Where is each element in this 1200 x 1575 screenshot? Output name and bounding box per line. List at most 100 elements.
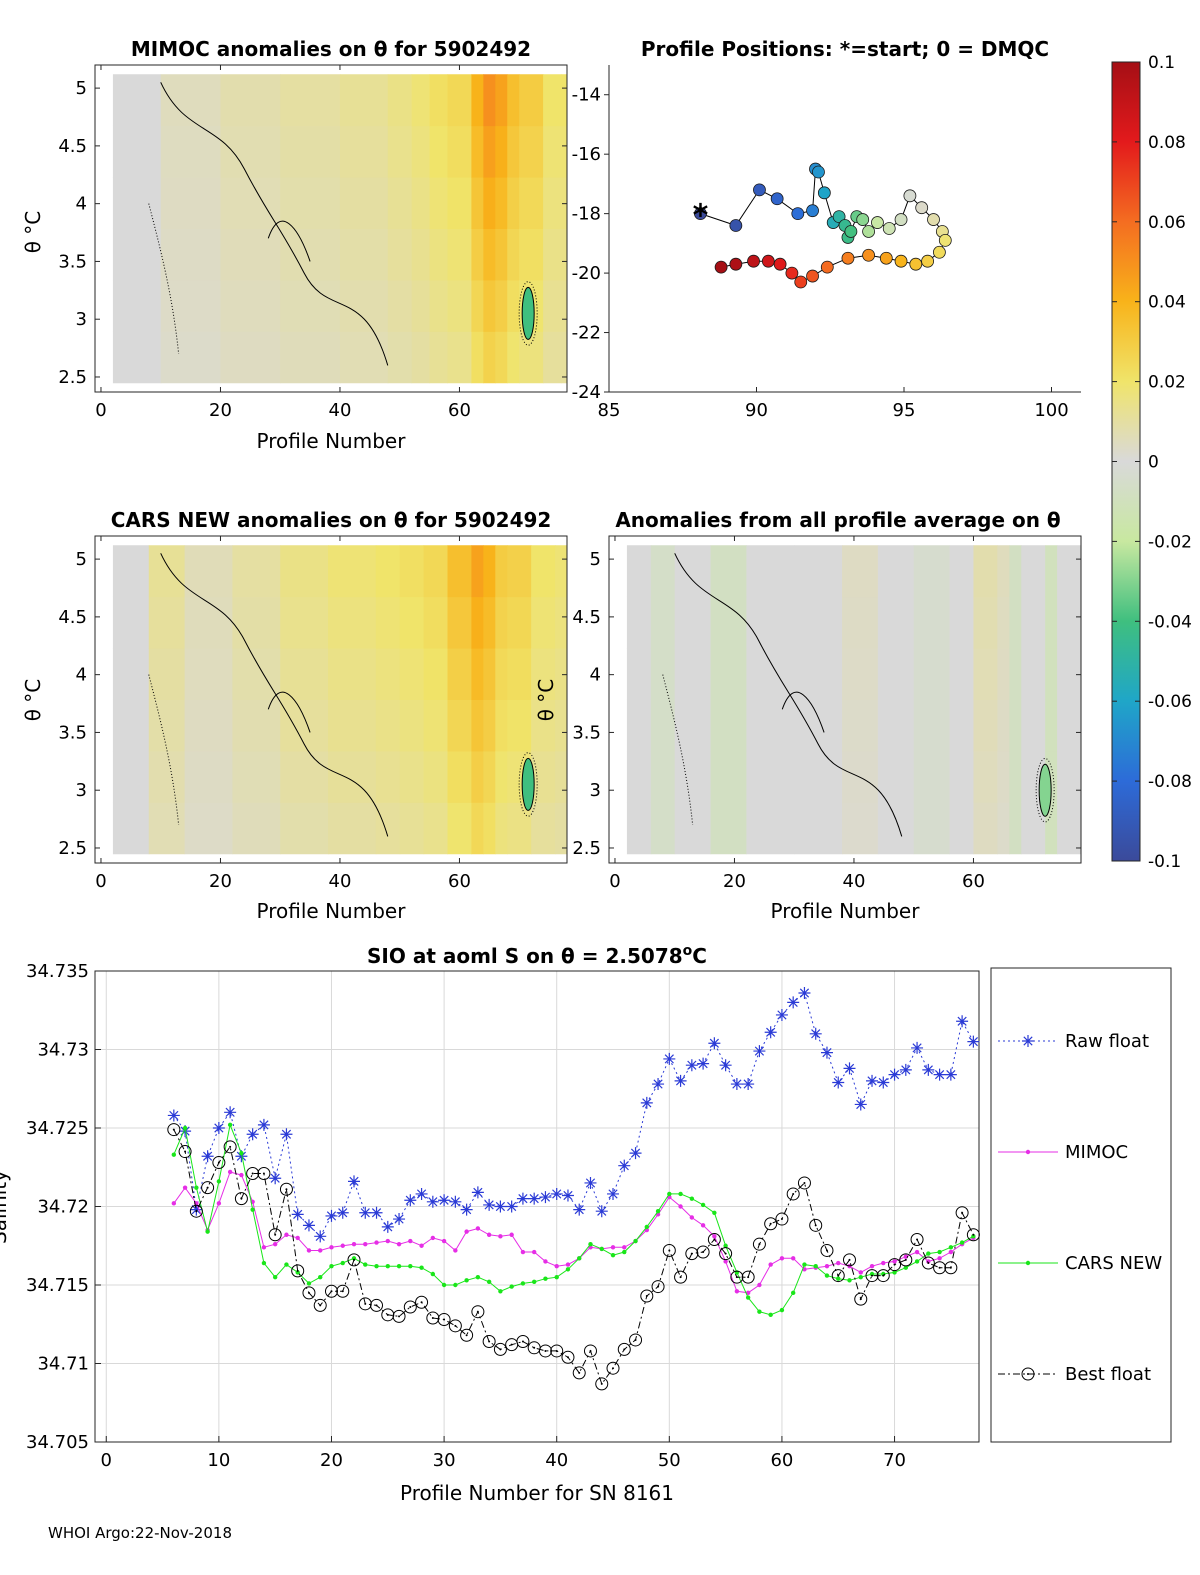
raw-float-point xyxy=(314,1230,327,1243)
cars-new-point xyxy=(441,1282,447,1288)
best-float-point xyxy=(234,1192,248,1206)
profile-position-marker xyxy=(856,213,870,226)
anomaly-cell xyxy=(1021,545,1046,598)
negative-anomaly-spot xyxy=(1038,763,1052,817)
raw-float-point xyxy=(212,1122,225,1134)
raw-float-point xyxy=(685,1059,698,1072)
mimoc-point xyxy=(543,1259,548,1264)
y-tick-label: -14 xyxy=(572,85,601,106)
raw-float-point xyxy=(708,1037,721,1050)
colorbar-tick-label: -0.08 xyxy=(1148,772,1192,792)
colorbar-tick-label: 0.06 xyxy=(1148,213,1186,233)
y-tick-label: 4.5 xyxy=(58,607,87,628)
anomaly-cell xyxy=(531,802,556,855)
anomaly-cell xyxy=(220,279,281,332)
raw-float-point xyxy=(595,1205,608,1218)
raw-float-point xyxy=(843,1062,856,1075)
anomaly-cell xyxy=(471,177,484,229)
best-float-point-center xyxy=(668,1249,671,1252)
anomaly-cell xyxy=(949,802,974,855)
mimoc-point xyxy=(464,1229,469,1234)
anomaly-cell xyxy=(555,545,568,598)
best-float-point xyxy=(831,1269,845,1283)
anomaly-cell xyxy=(447,802,472,855)
mimoc-point xyxy=(385,1238,390,1244)
y-tick-label: 34.71 xyxy=(37,1354,89,1375)
best-float-point-center xyxy=(398,1315,401,1318)
best-float-point xyxy=(415,1295,429,1309)
anomaly-cell xyxy=(447,699,472,752)
anomaly-cell xyxy=(328,648,377,700)
anomaly-cell xyxy=(507,125,520,178)
mimoc-point xyxy=(678,1204,683,1209)
cars-new-point xyxy=(678,1191,683,1197)
mimoc-point xyxy=(768,1262,773,1267)
best-float-point-center xyxy=(285,1188,288,1191)
anomaly-cell xyxy=(399,648,425,700)
anomaly-cell xyxy=(949,545,974,598)
x-tick-label: 70 xyxy=(883,1450,906,1471)
profile-position-marker xyxy=(903,189,917,203)
best-float-point xyxy=(854,1292,868,1306)
raw-float-point xyxy=(483,1198,496,1211)
mimoc-point xyxy=(734,1289,740,1294)
raw-float-point xyxy=(584,1176,597,1189)
best-float-point-center xyxy=(206,1186,209,1189)
best-float-point xyxy=(674,1270,688,1284)
raw-float-point xyxy=(325,1209,338,1222)
mimoc-point xyxy=(498,1234,503,1239)
best-float-point xyxy=(775,1212,789,1226)
cars-new-point xyxy=(498,1289,503,1294)
cars-new-point xyxy=(836,1276,841,1281)
raw-float-point xyxy=(832,1076,845,1089)
anomaly-cell xyxy=(148,802,186,855)
cars-new-point xyxy=(272,1274,278,1280)
anomaly-cell xyxy=(710,545,747,598)
cars-new-point xyxy=(453,1282,458,1288)
best-float-point xyxy=(899,1253,913,1267)
raw-float-point xyxy=(888,1068,901,1081)
anomaly-cell xyxy=(483,279,496,332)
raw-float-point xyxy=(730,1078,743,1091)
raw-float-point xyxy=(190,1203,203,1216)
anomaly-cell xyxy=(519,125,544,178)
anomaly-cell xyxy=(112,228,162,281)
anomaly-cell xyxy=(339,74,389,127)
best-float-point-center xyxy=(533,1346,536,1349)
anomaly-cell xyxy=(626,750,652,803)
anomaly-cell xyxy=(483,596,496,649)
anomaly-cell xyxy=(220,331,281,384)
cars-new-point xyxy=(318,1274,323,1280)
raw-float-point xyxy=(302,1219,315,1232)
mimoc-point xyxy=(475,1226,481,1231)
anomaly-cell xyxy=(555,802,568,855)
anomaly-cell xyxy=(280,802,329,855)
profile-position-marker xyxy=(785,266,799,280)
anomaly-cell xyxy=(112,545,150,598)
legend-marker-cars-new xyxy=(1025,1260,1031,1266)
mimoc-point xyxy=(486,1232,492,1237)
contour-dotted xyxy=(148,203,180,354)
mimoc-point xyxy=(554,1263,559,1269)
anomaly-cell xyxy=(483,545,496,598)
cars-new-point xyxy=(171,1152,177,1157)
best-float-point xyxy=(572,1366,586,1380)
anomaly-cell xyxy=(877,545,915,598)
legend-marker-best-float-center xyxy=(1027,1373,1029,1375)
anomaly-cell xyxy=(160,125,221,178)
avg-ylabel: θ °C xyxy=(534,679,558,722)
cars-new-point xyxy=(396,1263,402,1269)
colorbar-tick-label: 0.08 xyxy=(1148,133,1186,153)
cars-new-point xyxy=(509,1284,514,1289)
mimoc-point xyxy=(453,1248,458,1253)
x-tick-label: 20 xyxy=(209,400,232,421)
anomaly-cell xyxy=(220,228,281,281)
best-float-point-center xyxy=(702,1251,705,1254)
anomaly-cell xyxy=(913,750,951,803)
anomaly-cell xyxy=(112,750,150,803)
mimoc-point xyxy=(824,1263,830,1269)
anomaly-cell xyxy=(471,596,484,649)
best-float-point-center xyxy=(735,1276,738,1279)
anomaly-cell xyxy=(483,228,496,281)
anomaly-cell xyxy=(674,596,712,649)
